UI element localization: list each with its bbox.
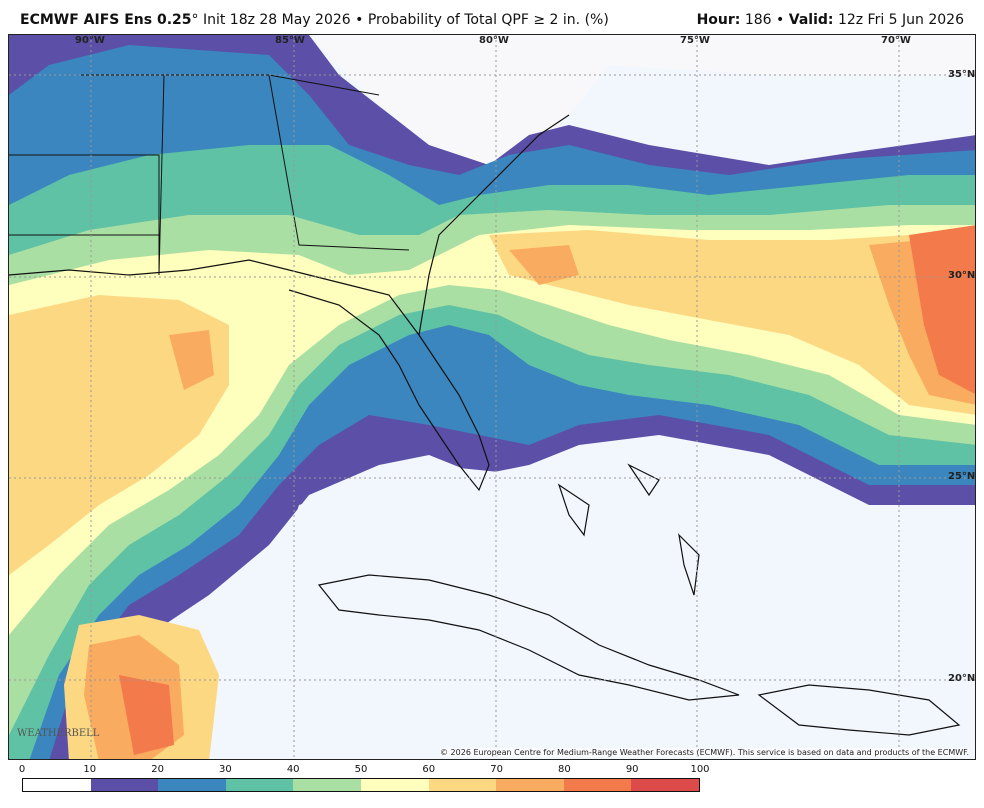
colorbar <box>22 778 700 792</box>
prob-70-80-a <box>509 245 579 285</box>
init-time: Init 18z 28 May 2026 <box>202 12 351 28</box>
colorbar-tick-label: 30 <box>219 764 232 775</box>
degree-sign: ° <box>191 12 199 28</box>
colorbar-segment <box>90 779 159 791</box>
graticule <box>9 35 975 759</box>
colorbar-tick-label: 80 <box>558 764 571 775</box>
colorbar-tick-label: 0 <box>18 764 26 775</box>
lon-label-75w: 75°W <box>680 35 710 46</box>
lon-label-85w: 85°W <box>275 35 305 46</box>
hour-value: 186 <box>744 12 772 28</box>
lon-label-80w: 80°W <box>479 35 509 46</box>
model-name: ECMWF AIFS Ens 0.25 <box>20 12 192 28</box>
yucatan-80-90 <box>119 675 174 755</box>
coastlines <box>9 114 961 736</box>
colorbar-segment <box>225 779 294 791</box>
map-canvas <box>9 35 975 759</box>
colorbar-tick-label: 90 <box>625 764 639 775</box>
weatherbell-logo: WEATHERBELL <box>17 728 100 739</box>
separator: • <box>776 12 785 28</box>
colorbar-segment <box>563 779 632 791</box>
valid-time: 12z Fri 5 Jun 2026 <box>837 12 964 28</box>
colorbar-segment <box>23 779 91 791</box>
prob-50-60 <box>9 225 975 635</box>
title: ECMWF AIFS Ens 0.25° Init 18z 28 May 202… <box>20 12 609 28</box>
colorbar-tick-label: 50 <box>354 764 368 775</box>
product-name: Probability of Total QPF <box>367 12 529 28</box>
credit-text: © 2026 European Centre for Medium-Range … <box>440 748 969 757</box>
prob-70-80-b <box>169 330 214 390</box>
colorbar-tick-label: 60 <box>422 764 436 775</box>
threshold: ≥ 2 in. (%) <box>533 12 609 28</box>
hour-label: Hour: <box>696 12 741 28</box>
land-low-prob <box>309 35 975 175</box>
colorbar-segment <box>496 779 564 791</box>
header: ECMWF AIFS Ens 0.25° Init 18z 28 May 202… <box>0 0 984 34</box>
colorbar-segment <box>428 779 497 791</box>
colorbar-tick-label: 70 <box>490 764 503 775</box>
qpf-probability-map: 90°W 85°W 80°W 75°W 70°W 35°N 30°N 25°N … <box>8 34 976 760</box>
valid-info: Hour: 186 • Valid: 12z Fri 5 Jun 2026 <box>697 12 964 28</box>
lat-label-25n: 25°N <box>948 471 976 482</box>
lon-label-70w: 70°W <box>881 35 911 46</box>
lon-label-90w: 90°W <box>75 35 105 46</box>
valid-label: Valid: <box>788 12 834 28</box>
colorbar-tick-label: 100 <box>690 764 710 775</box>
separator: • <box>355 12 364 28</box>
lat-label-20n: 20°N <box>948 673 976 684</box>
colorbar-segment <box>360 779 429 791</box>
caribbean-clear <box>219 455 975 759</box>
lat-label-35n: 35°N <box>948 69 976 80</box>
colorbar-segment <box>631 779 699 791</box>
prob-60-70-atlantic <box>489 230 975 415</box>
colorbar-segment <box>293 779 361 791</box>
colorbar-segment <box>158 779 226 791</box>
lat-label-30n: 30°N <box>948 270 976 281</box>
prob-60-70-west <box>9 295 229 575</box>
prob-80-90 <box>909 225 975 394</box>
colorbar-tick-label: 40 <box>286 764 300 775</box>
colorbar-tick-label: 20 <box>151 764 164 775</box>
colorbar-tick-label: 10 <box>83 764 97 775</box>
